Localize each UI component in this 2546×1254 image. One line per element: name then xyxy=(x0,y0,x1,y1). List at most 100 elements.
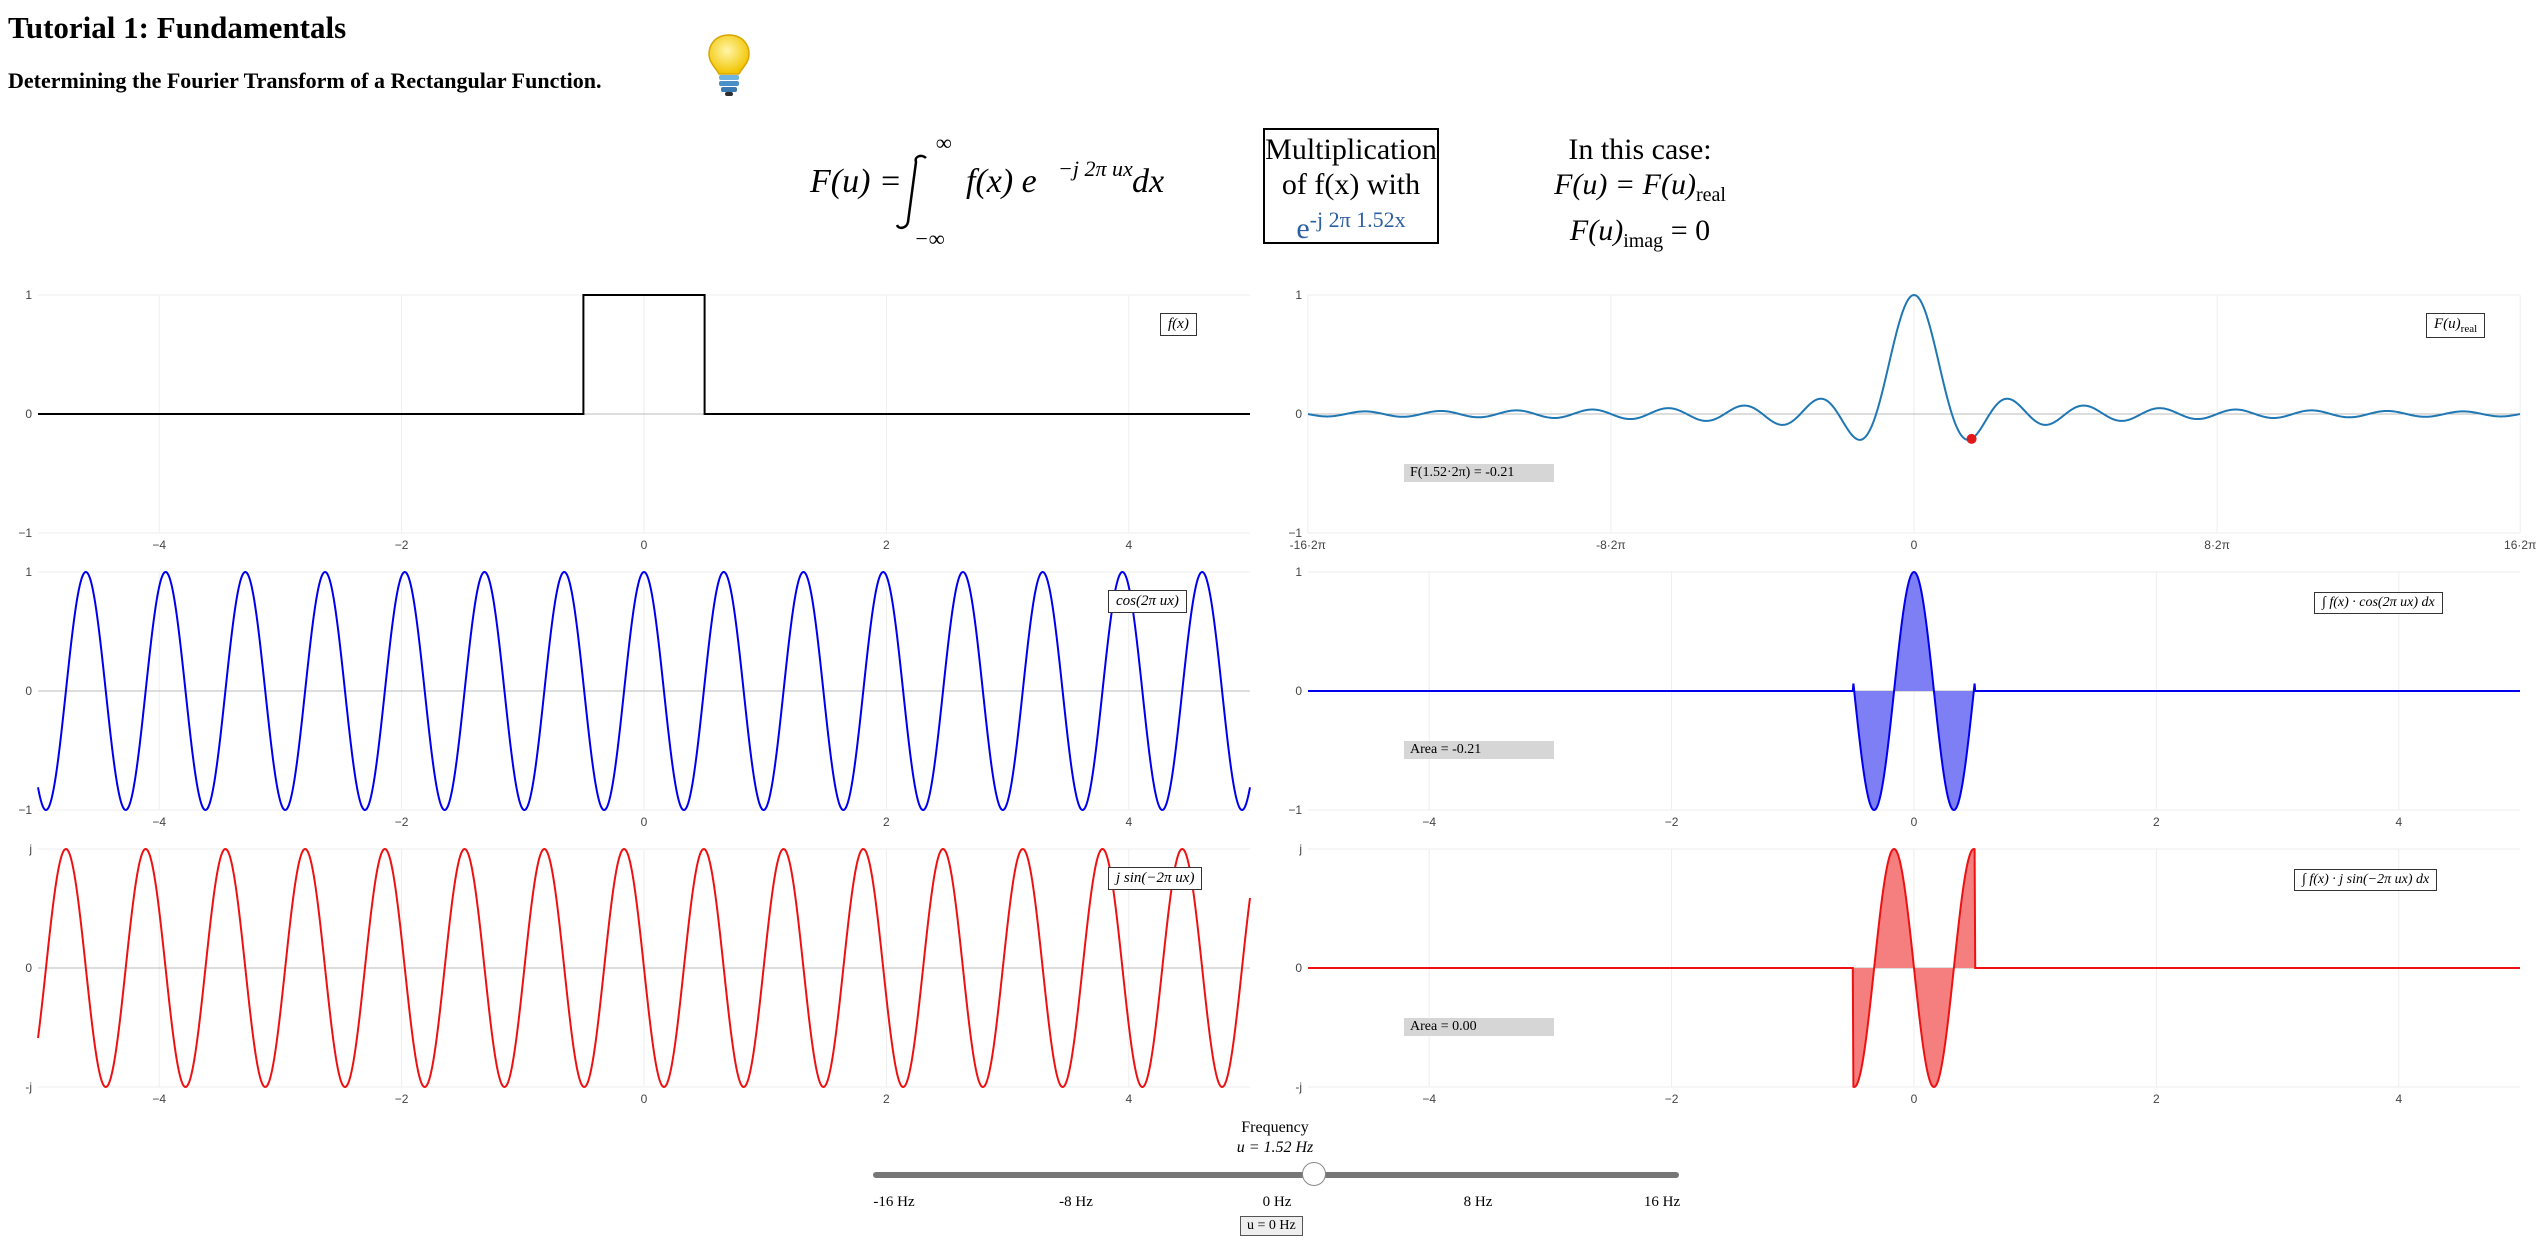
cosint-ytick: −1 xyxy=(1288,803,1302,817)
case-line2: F(u) = F(u)real xyxy=(1554,168,1726,206)
sin-int-legend: ∫ f(x) · j sin(−2π ux) dx xyxy=(2294,869,2438,891)
cos-ytick: 1 xyxy=(25,565,32,579)
cos-xtick: −4 xyxy=(152,815,166,829)
cos-curve xyxy=(37,570,1251,812)
sinint-ytick: -j xyxy=(1295,1080,1302,1094)
formula-upper: ∞ xyxy=(936,130,952,155)
sin-int-panel[interactable]: −4 −2 0 2 4 j 0 -j ∫ f(x) · j sin(−2π ux) dx Ar… xyxy=(1270,839,2520,1106)
formula-lhs: F(u) = xyxy=(809,163,902,200)
sin-xtick: −4 xyxy=(152,1092,166,1106)
sinint-xtick: 4 xyxy=(2395,1092,2402,1106)
cos-int-legend: ∫ f(x) · cos(2π ux) dx xyxy=(2314,592,2443,614)
Fu-panel[interactable]: -16·2π -8·2π 0 8·2π 16·2π 1 0 −1 F(u)real F(1.5… xyxy=(1270,285,2536,552)
formula-lower: −∞ xyxy=(914,226,945,251)
cosint-curve xyxy=(1308,570,2520,812)
cos-xtick: 4 xyxy=(1125,815,1132,829)
fx-ytick: −1 xyxy=(18,526,32,540)
sin-panel[interactable]: −4 −2 0 2 4 j 0 -j j sin(−2π ux) xyxy=(0,839,1251,1106)
sinint-xtick: −4 xyxy=(1422,1092,1436,1106)
formula-exponent: −j 2π ux xyxy=(1058,156,1133,181)
cos-xtick: 0 xyxy=(641,815,648,829)
cos-panel[interactable]: −4 −2 0 2 4 1 0 −1 cos(2π ux) xyxy=(0,562,1251,829)
cosint-xtick: −2 xyxy=(1665,815,1679,829)
Fu-xtick: -16·2π xyxy=(1290,538,1326,552)
sin-ytick: j xyxy=(28,842,32,856)
cos-xtick: 2 xyxy=(883,815,890,829)
sin-xtick: 2 xyxy=(883,1092,890,1106)
fx-curve xyxy=(38,294,1250,415)
Fu-ytick: −1 xyxy=(1288,526,1302,540)
Fu-curve xyxy=(1307,293,2521,441)
Fu-marker xyxy=(1966,433,1977,444)
fx-xtick: 4 xyxy=(1125,538,1132,552)
slider-label-zero: 0 Hz xyxy=(1262,1194,1292,1210)
cos-int-plot[interactable]: −4 −2 0 2 4 1 0 −1 xyxy=(1270,562,2520,832)
slider-label-min: -16 Hz xyxy=(873,1194,915,1210)
cos-plot[interactable]: −4 −2 0 2 4 1 0 −1 xyxy=(0,562,1251,832)
mult-base: e xyxy=(1296,212,1310,245)
sinint-curve xyxy=(1308,847,2520,1089)
fx-legend: f(x) xyxy=(1160,313,1197,336)
reset-frequency-button[interactable]: u = 0 Hz xyxy=(1240,1216,1303,1236)
sin-xtick: 4 xyxy=(1125,1092,1132,1106)
fx-xtick: −4 xyxy=(152,538,166,552)
Fu-xtick: 0 xyxy=(1911,538,1918,552)
sin-curve xyxy=(37,847,1251,1089)
fx-panel[interactable]: −4 −2 0 2 4 1 0 −1 f(x) xyxy=(0,285,1250,552)
fx-xtick: 2 xyxy=(883,538,890,552)
cos-xtick: −2 xyxy=(395,815,409,829)
frequency-slider-track[interactable] xyxy=(873,1172,1679,1178)
cos-int-panel[interactable]: −4 −2 0 2 4 1 0 −1 ∫ f(x) · cos(2π ux) dx Area … xyxy=(1270,562,2520,829)
multiplication-box: Multiplication of f(x) with e-j 2π 1.52x xyxy=(1263,128,1439,246)
frequency-slider-knob[interactable] xyxy=(1302,1162,1327,1186)
case-box: In this case: F(u) = F(u)real F(u)imag =… xyxy=(1500,132,1780,259)
mult-line1: Multiplication xyxy=(1265,133,1437,166)
mult-exponent: -j 2π 1.52x xyxy=(1309,207,1406,232)
cosint-ytick: 0 xyxy=(1295,684,1302,698)
sin-plot[interactable]: −4 −2 0 2 4 j 0 -j xyxy=(0,839,1251,1109)
sinint-ytick: j xyxy=(1298,842,1302,856)
sin-ytick: -j xyxy=(25,1080,32,1094)
sinint-xtick: 2 xyxy=(2153,1092,2160,1106)
Fu-ytick: 1 xyxy=(1295,288,1302,302)
mult-exponential: e-j 2π 1.52x xyxy=(1265,202,1437,246)
Fu-xtick: 16·2π xyxy=(2504,538,2536,552)
case-line1: In this case: xyxy=(1568,133,1712,166)
Fu-plot[interactable]: -16·2π -8·2π 0 8·2π 16·2π 1 0 −1 xyxy=(1270,285,2536,555)
sinint-xtick: −2 xyxy=(1665,1092,1679,1106)
cos-ytick: 0 xyxy=(25,684,32,698)
sinint-ytick: 0 xyxy=(1295,961,1302,975)
sin-ytick: 0 xyxy=(25,961,32,975)
cos-ytick: −1 xyxy=(18,803,32,817)
sin-legend: j sin(−2π ux) xyxy=(1108,867,1203,890)
fx-xtick: −2 xyxy=(395,538,409,552)
sinint-xtick: 0 xyxy=(1911,1092,1918,1106)
cos-legend: cos(2π ux) xyxy=(1108,590,1187,613)
Fu-value-label: F(1.52·2π) = -0.21 xyxy=(1404,464,1554,482)
frequency-slider-group: Frequency u = 1.52 Hz -16 Hz -8 Hz 0 Hz … xyxy=(870,1118,1690,1248)
slider-label-n8: -8 Hz xyxy=(1059,1194,1093,1210)
sin-xtick: 0 xyxy=(641,1092,648,1106)
frequency-title: Frequency u = 1.52 Hz xyxy=(870,1118,1680,1158)
fx-plot[interactable]: −4 −2 0 2 4 1 0 −1 xyxy=(0,285,1250,555)
cosint-xtick: −4 xyxy=(1422,815,1436,829)
formula-dx: dx xyxy=(1132,163,1164,200)
mult-line2: of f(x) with xyxy=(1281,168,1421,201)
fx-ytick: 1 xyxy=(25,288,32,302)
page-subtitle: Determining the Fourier Transform of a R… xyxy=(8,68,602,93)
case-line3: F(u)imag = 0 xyxy=(1569,214,1711,252)
fx-ytick: 0 xyxy=(25,407,32,421)
Fu-ytick: 0 xyxy=(1295,407,1302,421)
lightbulb-icon[interactable] xyxy=(704,32,754,98)
frequency-value: u = 1.52 Hz xyxy=(1236,1139,1314,1156)
cos-area-label: Area = -0.21 xyxy=(1404,741,1554,759)
cosint-xtick: 0 xyxy=(1911,815,1918,829)
cosint-area xyxy=(1853,572,1975,810)
Fu-xtick: 8·2π xyxy=(2204,538,2230,552)
fx-xtick: 0 xyxy=(641,538,648,552)
slider-label-p8: 8 Hz xyxy=(1463,1194,1493,1210)
cosint-xtick: 2 xyxy=(2153,815,2160,829)
cosint-ytick: 1 xyxy=(1295,565,1302,579)
slider-label-max: 16 Hz xyxy=(1643,1194,1681,1210)
page-title: Tutorial 1: Fundamentals xyxy=(8,10,347,45)
